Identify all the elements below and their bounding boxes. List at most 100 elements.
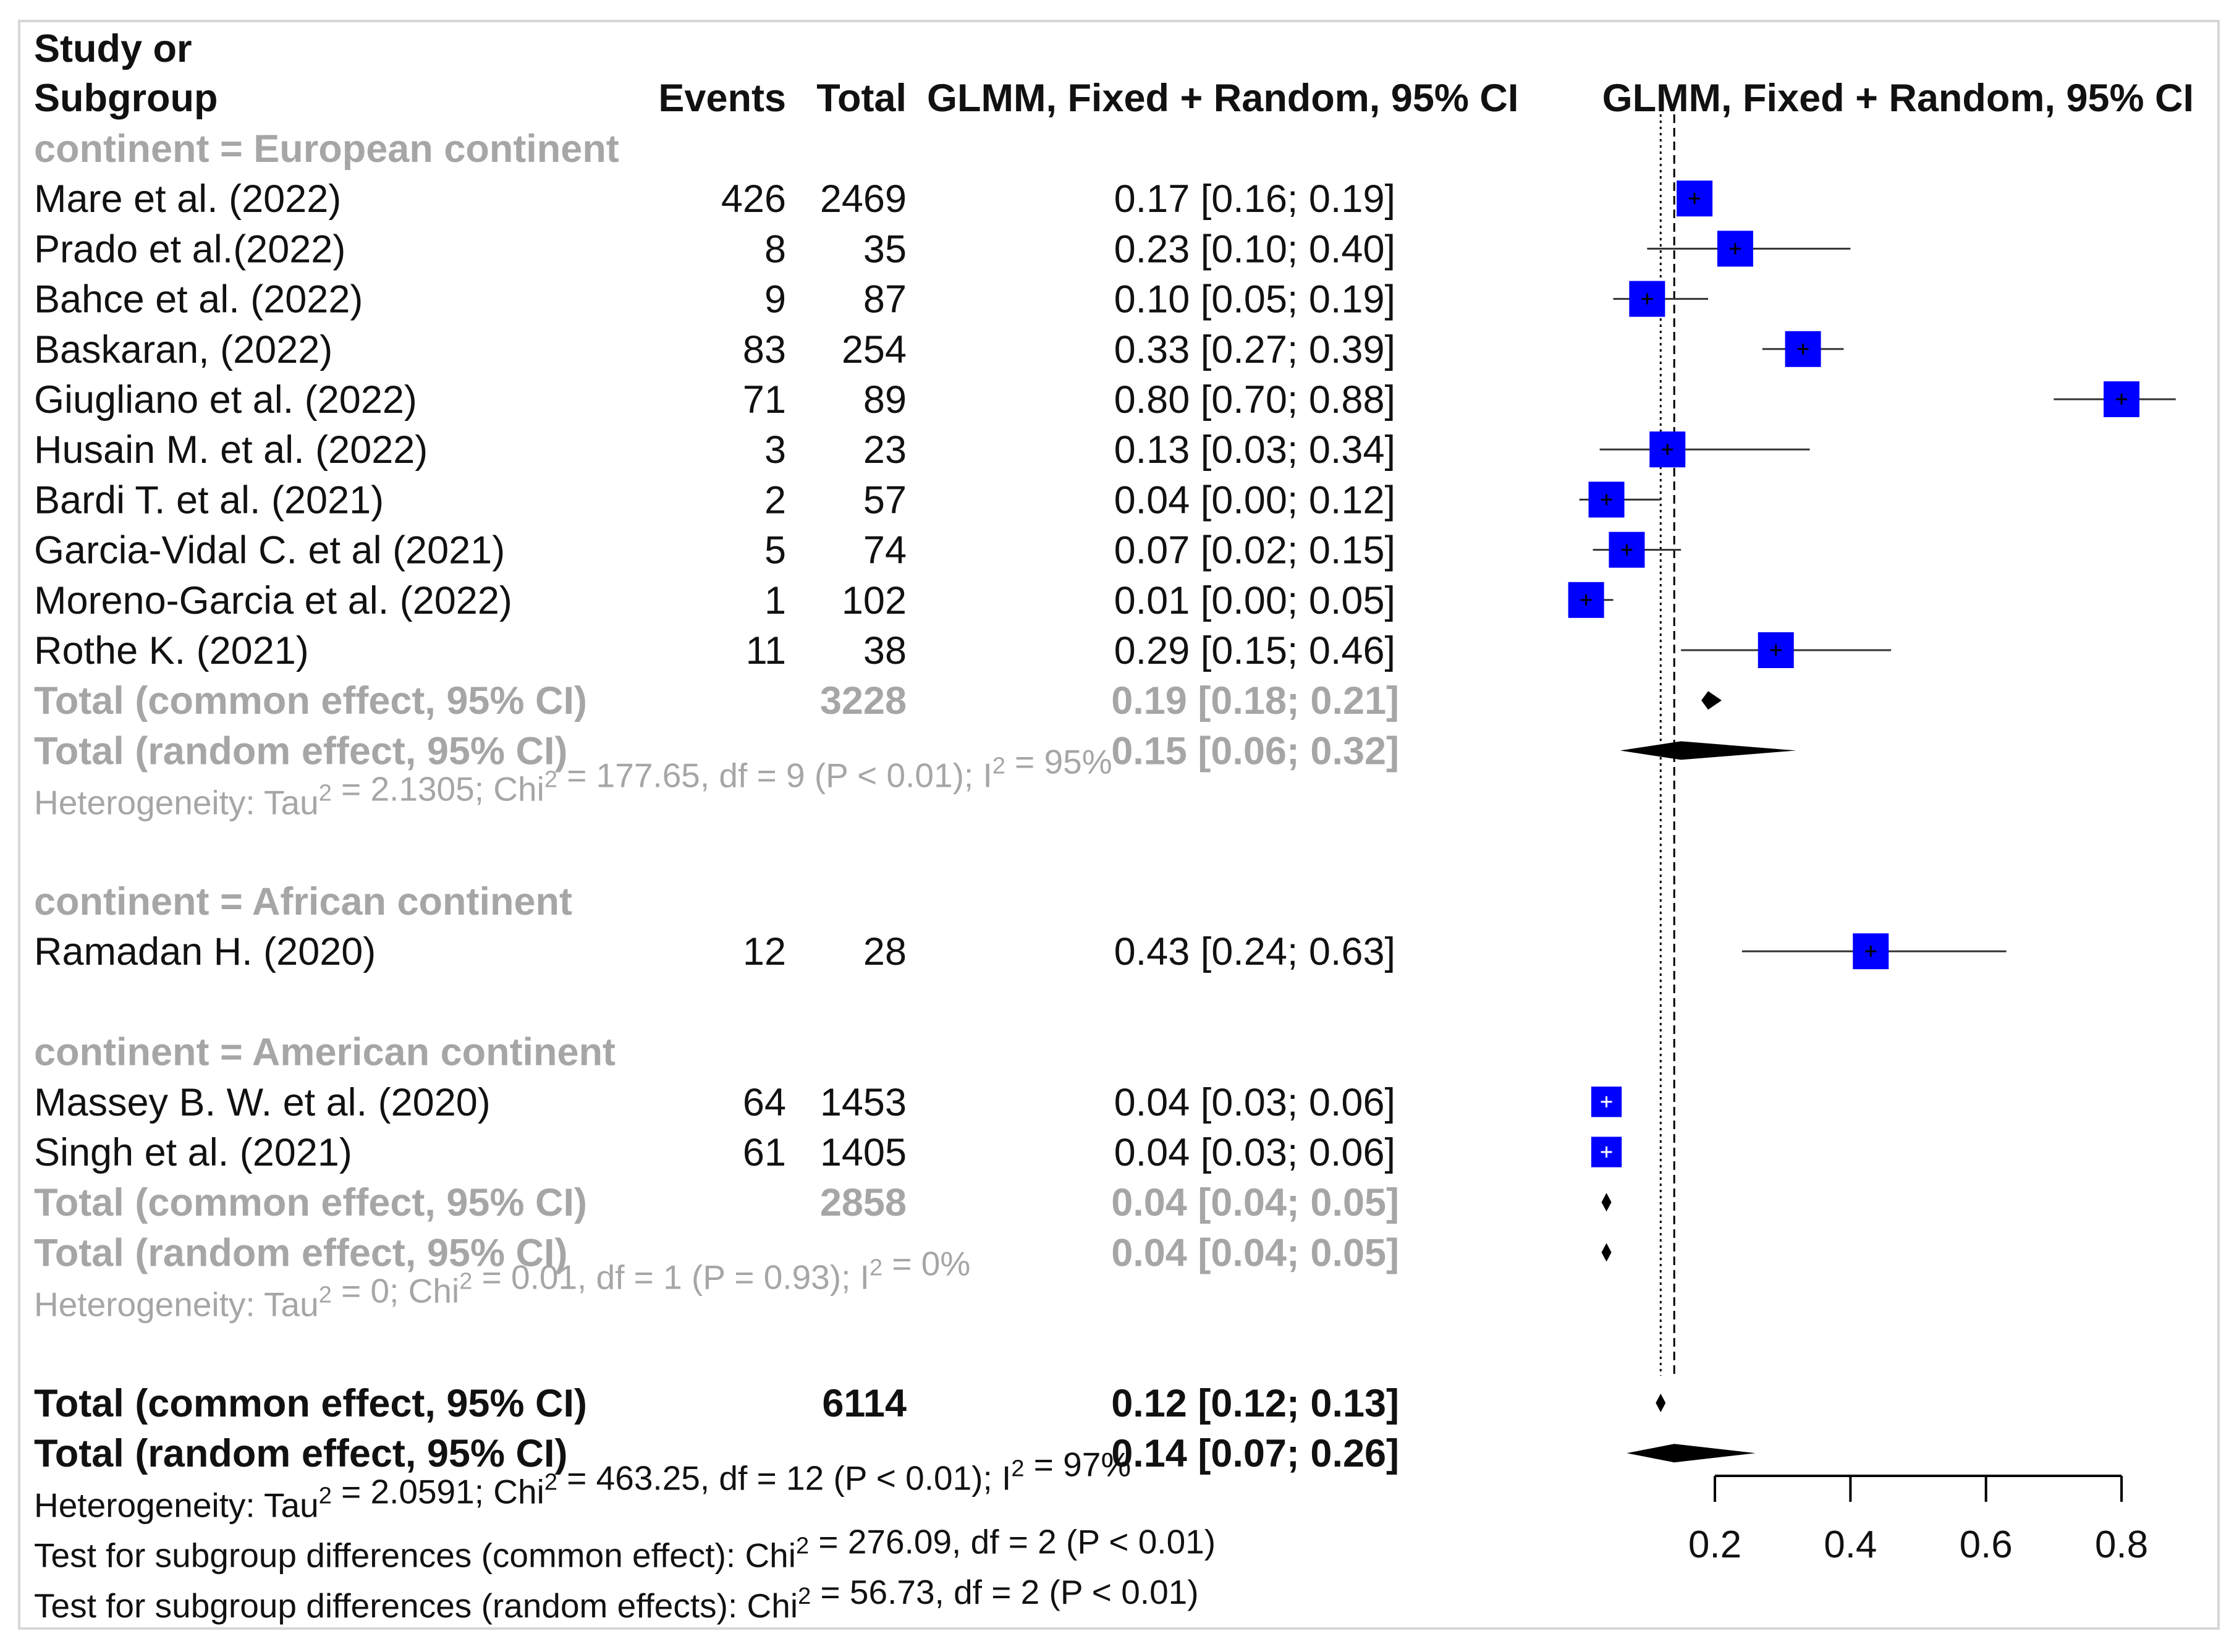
study-label: Rothe K. (2021) [34, 629, 309, 672]
row-study: Husain M. et al. (2022) 3 23 0.13 [0.03; 0.… [34, 428, 1810, 472]
study-label: Husain M. et al. (2022) [34, 428, 428, 472]
pooled-ci: 0.15 [0.06; 0.32] [1111, 729, 1399, 773]
study-events: 71 [743, 378, 786, 421]
study-total: 38 [863, 629, 907, 672]
x-tick-label: 0.4 [1824, 1523, 1877, 1566]
study-ci: 0.29 [0.15; 0.46] [1114, 629, 1395, 672]
study-total: 28 [863, 930, 907, 973]
study-label: Baskaran, (2022) [34, 328, 332, 371]
study-events: 9 [764, 278, 786, 321]
pooled-ci: 0.19 [0.18; 0.21] [1111, 679, 1399, 722]
pooled-total: 2858 [820, 1181, 907, 1224]
x-tick-label: 0.6 [1960, 1523, 2013, 1566]
study-total: 35 [863, 227, 907, 271]
study-total: 254 [842, 328, 907, 371]
pooled-label: Total (common effect, 95% CI) [34, 1382, 587, 1425]
study-ci: 0.17 [0.16; 0.19] [1114, 177, 1395, 221]
pooled-label: Total (common effect, 95% CI) [34, 1181, 587, 1224]
row-pooled: Total (common effect, 95% CI) 3228 0.19 [0… [34, 679, 1722, 722]
x-tick-label: 0.2 [1688, 1523, 1741, 1566]
subgroup-label: continent = African continent [34, 880, 572, 923]
header-ci-column: GLMM, Fixed + Random, 95% CI [927, 77, 1518, 120]
pooled-label: Total (common effect, 95% CI) [34, 679, 587, 722]
row-het: Heterogeneity: Tau2 = 2.1305; Chi2 = 177… [34, 743, 1112, 822]
study-label: Moreno-Garcia et al. (2022) [34, 579, 512, 622]
study-total: 87 [863, 278, 907, 321]
header-total: Total [816, 77, 907, 120]
pooled-ci: 0.12 [0.12; 0.13] [1111, 1382, 1399, 1425]
row-study: Prado et al.(2022) 8 35 0.23 [0.10; 0.40] [34, 227, 1851, 271]
study-events: 64 [743, 1081, 786, 1124]
row-study: Rothe K. (2021) 11 38 0.29 [0.15; 0.46] [34, 629, 1892, 672]
row-study: Baskaran, (2022) 83 254 0.33 [0.27; 0.39] [34, 328, 1844, 371]
study-ci: 0.33 [0.27; 0.39] [1114, 328, 1395, 371]
study-ci: 0.80 [0.70; 0.88] [1114, 378, 1395, 421]
row-subgroup: continent = American continent [34, 1031, 616, 1074]
study-events: 11 [746, 629, 786, 672]
row-het: Heterogeneity: Tau2 = 0; Chi2 = 0.01, df… [34, 1245, 970, 1324]
pooled-ci: 0.14 [0.07; 0.26] [1111, 1432, 1399, 1475]
row-study: Singh et al. (2021) 61 1405 0.04 [0.03; 0.0… [34, 1131, 1622, 1174]
study-total: 89 [863, 378, 907, 421]
study-events: 2 [764, 478, 786, 522]
study-events: 1 [764, 579, 786, 622]
row-study: Moreno-Garcia et al. (2022) 1 102 0.01 [0.0… [34, 579, 1614, 622]
row-het: Test for subgroup differences (random ef… [34, 1573, 1199, 1625]
study-label: Bardi T. et al. (2021) [34, 478, 384, 522]
row-study: Massey B. W. et al. (2020) 64 1453 0.04 [0.… [34, 1081, 1622, 1124]
study-events: 3 [764, 428, 786, 472]
pooled-ci: 0.04 [0.04; 0.05] [1111, 1231, 1399, 1274]
study-ci: 0.43 [0.24; 0.63] [1114, 930, 1395, 973]
study-ci: 0.04 [0.03; 0.06] [1114, 1081, 1395, 1124]
row-het: Test for subgroup differences (common ef… [34, 1523, 1216, 1575]
row-pooled: Total (random effect, 95% CI) 0.15 [0.06;… [34, 729, 1796, 773]
pooled-diamond [1656, 1394, 1666, 1412]
forest-rows: continent = European continent Mare et al… [34, 127, 2176, 1625]
heterogeneity-text: Test for subgroup differences (common ef… [34, 1523, 1216, 1575]
study-total: 1405 [820, 1131, 907, 1174]
study-ci: 0.04 [0.03; 0.06] [1114, 1131, 1395, 1174]
study-ci: 0.23 [0.10; 0.40] [1114, 227, 1395, 271]
study-events: 12 [743, 930, 786, 973]
heterogeneity-text: Test for subgroup differences (random ef… [34, 1573, 1199, 1625]
row-pooled: Total (random effect, 95% CI) 0.14 [0.07;… [34, 1432, 1756, 1475]
study-total: 2469 [820, 177, 907, 221]
study-total: 74 [863, 529, 907, 572]
x-axis: 0.2 0.4 0.6 0.8 [1688, 1475, 2148, 1566]
pooled-total: 3228 [820, 679, 907, 722]
study-label: Giugliano et al. (2022) [34, 378, 417, 421]
row-study: Garcia-Vidal C. et al (2021) 5 74 0.07 [0.0… [34, 529, 1682, 572]
study-ci: 0.10 [0.05; 0.19] [1114, 278, 1395, 321]
subgroup-label: continent = American continent [34, 1031, 616, 1074]
study-label: Singh et al. (2021) [34, 1131, 352, 1174]
study-label: Mare et al. (2022) [34, 177, 341, 221]
study-events: 426 [721, 177, 786, 221]
study-label: Garcia-Vidal C. et al (2021) [34, 529, 505, 572]
study-ci: 0.07 [0.02; 0.15] [1114, 529, 1395, 572]
row-study: Giugliano et al. (2022) 71 89 0.80 [0.70; 0… [34, 378, 2176, 421]
study-events: 8 [764, 227, 786, 271]
header-study-line2: Subgroup [34, 77, 218, 120]
study-events: 5 [764, 529, 786, 572]
study-label: Bahce et al. (2022) [34, 278, 363, 321]
heterogeneity-text: Heterogeneity: Tau2 = 2.0591; Chi2 = 463… [34, 1445, 1131, 1524]
study-ci: 0.04 [0.00; 0.12] [1114, 478, 1395, 522]
pooled-label: Total (random effect, 95% CI) [34, 729, 567, 773]
row-study: Mare et al. (2022) 426 2469 0.17 [0.16; 0.1… [34, 177, 1713, 221]
study-total: 57 [863, 478, 907, 522]
heterogeneity-text: Heterogeneity: Tau2 = 0; Chi2 = 0.01, df… [34, 1245, 970, 1324]
x-tick-label: 0.8 [2095, 1523, 2148, 1566]
header-plot-column: GLMM, Fixed + Random, 95% CI [1602, 77, 2194, 120]
study-label: Ramadan H. (2020) [34, 930, 376, 973]
pooled-diamond [1627, 1444, 1756, 1463]
study-label: Prado et al.(2022) [34, 227, 345, 271]
pooled-diamond [1620, 741, 1796, 760]
pooled-diamond [1701, 691, 1722, 710]
pooled-label: Total (random effect, 95% CI) [34, 1432, 567, 1475]
study-ci: 0.13 [0.03; 0.34] [1114, 428, 1395, 472]
pooled-total: 6114 [822, 1382, 907, 1425]
study-events: 61 [743, 1131, 786, 1174]
study-ci: 0.01 [0.00; 0.05] [1114, 579, 1395, 622]
pooled-diamond [1601, 1193, 1612, 1212]
